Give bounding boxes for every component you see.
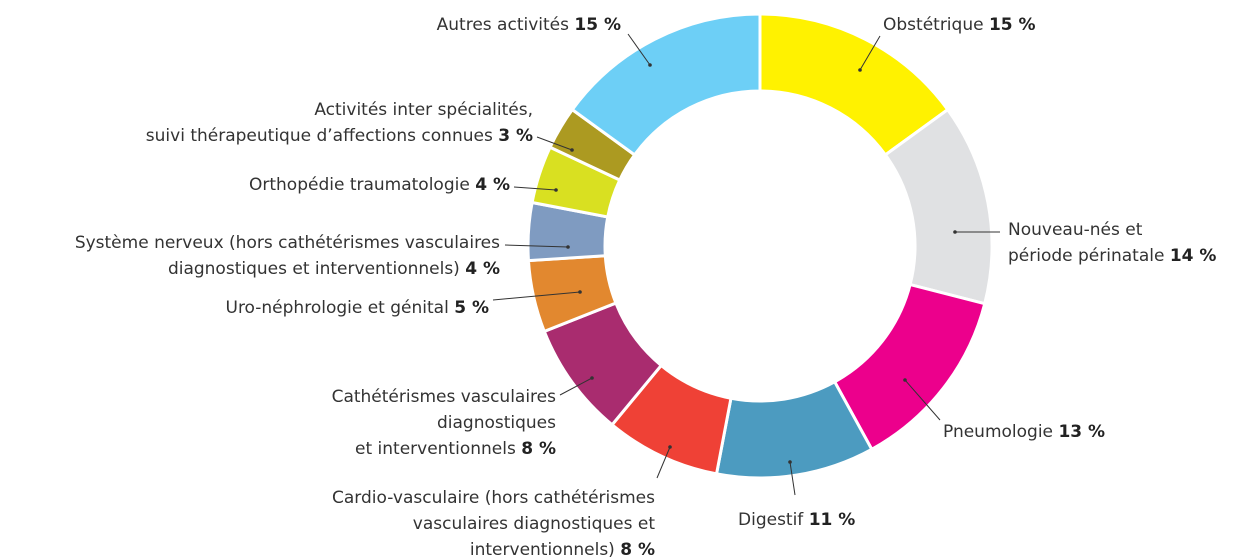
slice-label: Pneumologie 13 % (943, 419, 1105, 445)
leader-dot (554, 188, 558, 192)
leader-line (627, 33, 651, 66)
leader-dot (953, 230, 957, 234)
value-label: 4 % (465, 259, 500, 279)
leader-line (492, 291, 581, 301)
slice (570, 12, 762, 157)
leader-line (559, 377, 593, 396)
category-name: Pneumologie (943, 422, 1054, 442)
leader-dot (858, 68, 862, 72)
leader-line (789, 461, 796, 496)
value-label: 11 % (808, 510, 856, 530)
slice-label: Cardio-vasculaire (hors cathétérismes va… (332, 485, 655, 560)
slice-label: Autres activités 15 % (437, 12, 621, 38)
leader-dot (668, 445, 672, 449)
category-name: Système nerveux (hors cathétérismes vasc… (74, 233, 500, 279)
value-label: 14 % (1169, 246, 1217, 266)
slice-label: Cathétérismes vasculaires diagnostiques … (332, 384, 556, 462)
category-name: Orthopédie traumatologie (248, 175, 470, 195)
slice-label: Orthopédie traumatologie 4 % (249, 172, 510, 198)
leader-line (859, 35, 881, 71)
value-label: 13 % (1058, 422, 1106, 442)
value-label: 3 % (498, 126, 533, 146)
category-name: Cardio-vasculaire (hors cathétérismes va… (332, 488, 655, 560)
slice-label: Obstétrique 15 % (883, 12, 1036, 38)
category-name: Cathétérismes vasculaires diagnostiques … (331, 387, 556, 459)
category-name: Digestif (738, 510, 804, 530)
slice-label: Système nerveux (hors cathétérismes vasc… (75, 230, 500, 282)
category-name: Autres activités (436, 15, 569, 35)
value-label: 15 % (988, 15, 1036, 35)
slice-label: Uro-néphrologie et génital 5 % (226, 295, 490, 321)
category-name: Nouveau-nés et période périnatale (1008, 220, 1165, 266)
value-label: 8 % (620, 540, 655, 560)
slice-label: Nouveau-nés et période périnatale 14 % (1008, 217, 1216, 269)
category-name: Obstétrique (883, 15, 984, 35)
value-label: 4 % (475, 175, 510, 195)
value-label: 8 % (521, 439, 556, 459)
value-label: 15 % (574, 15, 621, 35)
leader-dot (566, 245, 570, 249)
leader-dot (903, 378, 907, 382)
leader-line (513, 186, 557, 191)
slice-label: Activités inter spécialités, suivi théra… (146, 97, 533, 149)
leader-dot (590, 376, 594, 380)
value-label: 5 % (454, 298, 489, 318)
leader-dot (788, 460, 792, 464)
leader-dot (648, 63, 652, 67)
slice-label: Digestif 11 % (738, 507, 855, 533)
category-name: Uro-néphrologie et génital (225, 298, 449, 318)
leader-dot (578, 290, 582, 294)
leader-line (504, 244, 569, 248)
leader-line (904, 379, 941, 421)
leader-dot (570, 148, 574, 152)
leader-line (656, 446, 671, 479)
category-name: Activités inter spécialités, suivi théra… (145, 100, 533, 146)
leader-line (536, 136, 573, 151)
